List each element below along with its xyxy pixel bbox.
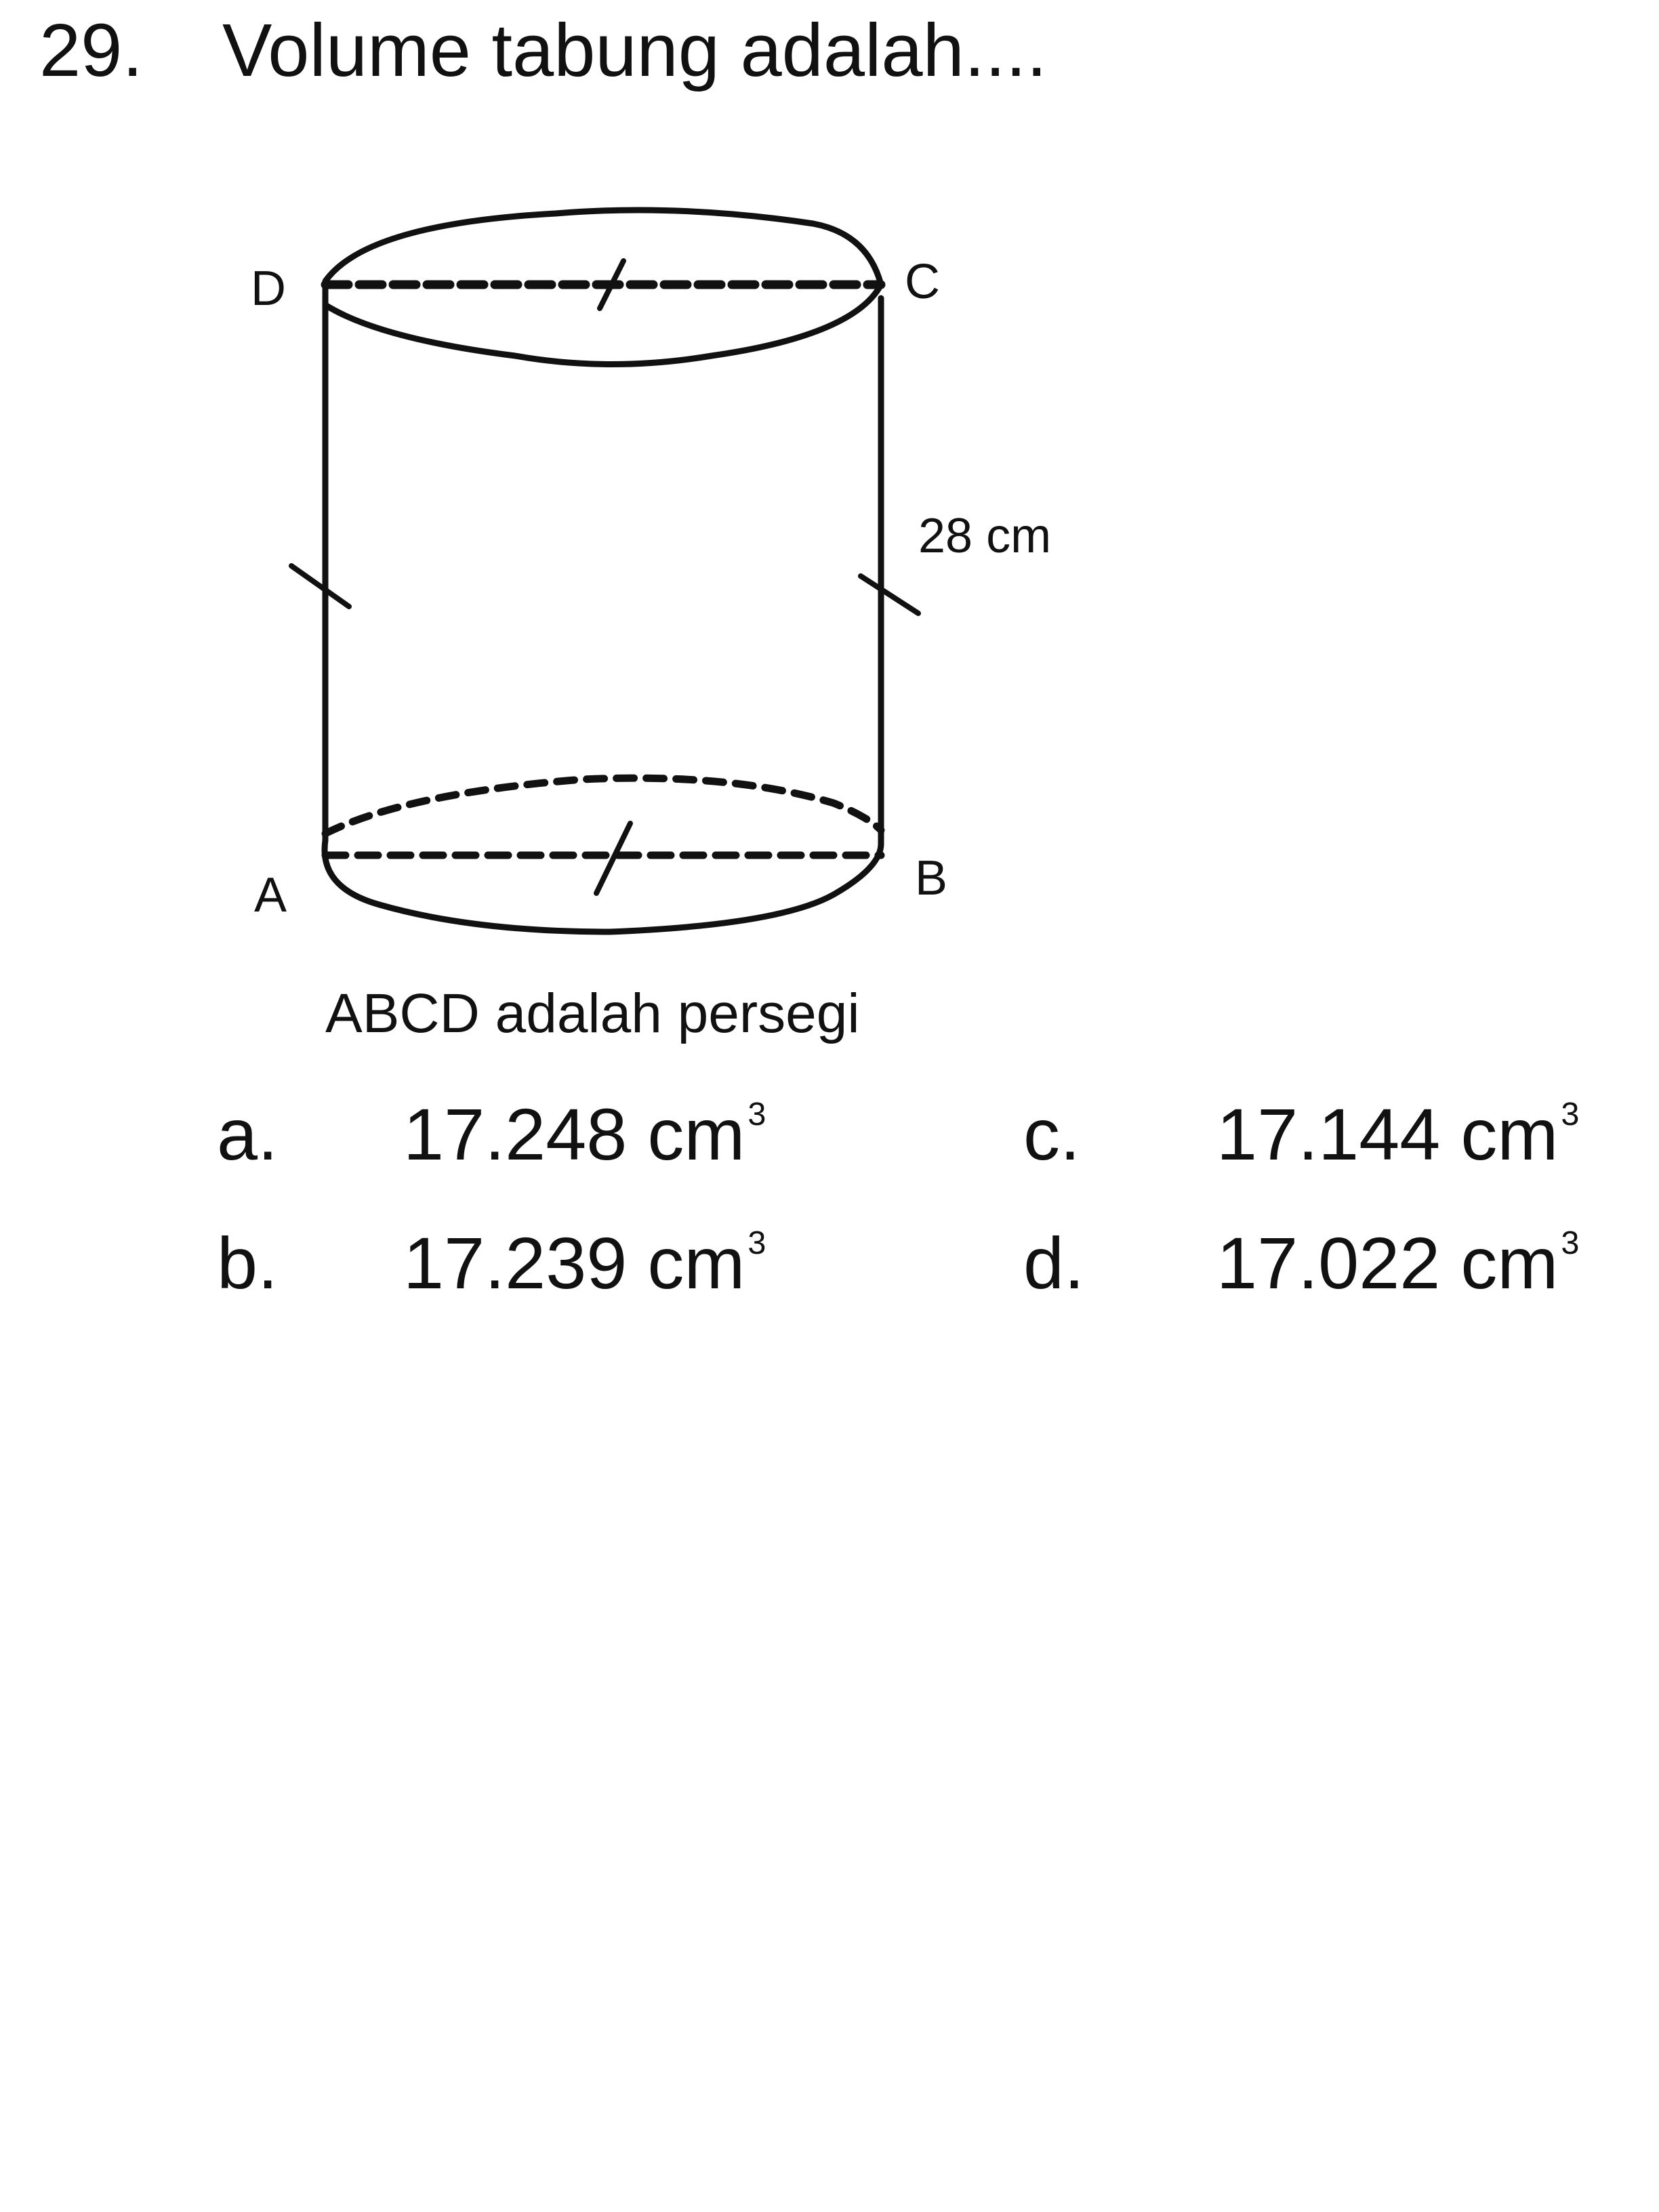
question-number: 29.: [39, 9, 143, 92]
option-value-wrap: 17.144 cm3: [1216, 1098, 1579, 1171]
tick-left: [289, 563, 352, 609]
option-d[interactable]: d. 17.022 cm3: [1023, 1227, 1633, 1308]
tick-top: [597, 258, 626, 311]
option-value: 17.248 cm: [403, 1093, 745, 1176]
option-exponent: 3: [747, 1225, 766, 1261]
option-a[interactable]: a. 17.248 cm3: [217, 1098, 861, 1179]
option-letter: c.: [1023, 1093, 1081, 1175]
label-a: A: [254, 868, 287, 922]
option-exponent: 3: [747, 1096, 766, 1132]
label-b: B: [915, 851, 947, 905]
option-letter: b.: [217, 1222, 279, 1304]
option-c[interactable]: c. 17.144 cm3: [1023, 1098, 1633, 1179]
tick-right: [858, 573, 921, 616]
option-exponent: 3: [1561, 1225, 1580, 1261]
option-exponent: 3: [1561, 1096, 1580, 1132]
question-text: Volume tabung adalah....: [222, 9, 1048, 92]
option-value: 17.239 cm: [403, 1222, 745, 1305]
option-value-wrap: 17.248 cm3: [403, 1098, 766, 1171]
option-value: 17.144 cm: [1216, 1093, 1559, 1176]
option-b[interactable]: b. 17.239 cm3: [217, 1227, 861, 1308]
label-d: D: [251, 262, 286, 316]
option-value-wrap: 17.239 cm3: [403, 1227, 766, 1300]
figure-caption: ABCD adalah persegi: [325, 983, 860, 1044]
question: 29. Volume tabung adalah....: [39, 14, 1047, 88]
tick-bottom: [594, 821, 633, 896]
label-c: C: [905, 255, 940, 309]
height-label: 28 cm: [918, 509, 1051, 563]
option-value: 17.022 cm: [1216, 1222, 1559, 1305]
cylinder-figure: D C A B 28 cm: [251, 207, 1051, 935]
bottom-back-arc: [321, 774, 885, 838]
bottom-front-arc: [321, 837, 884, 935]
option-value-wrap: 17.022 cm3: [1216, 1227, 1579, 1300]
option-letter: d.: [1023, 1222, 1085, 1304]
option-letter: a.: [217, 1093, 279, 1175]
